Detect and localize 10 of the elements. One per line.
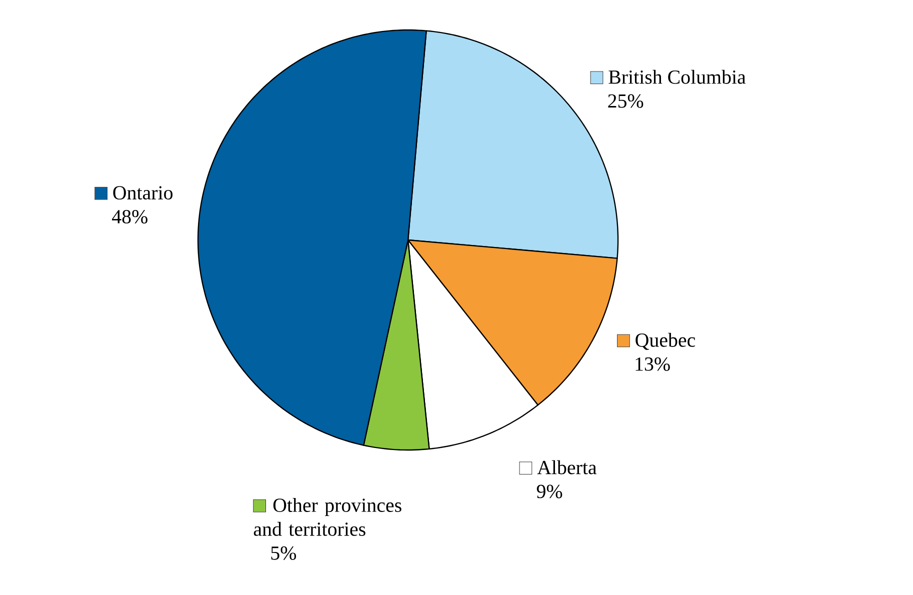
legend-label: Alberta <box>537 460 597 474</box>
data-label: 13% <box>636 357 670 371</box>
data-label: 9% <box>536 484 562 498</box>
legend-label: Quebec <box>636 332 696 350</box>
data-label: 25% <box>608 94 644 108</box>
data-label: 48% <box>112 210 148 224</box>
data-label: 5% <box>271 546 296 560</box>
legend-label: Ontario <box>113 186 173 200</box>
legend-label: Other provinces and territories <box>254 498 402 536</box>
legend-label: British Columbia <box>608 70 746 84</box>
